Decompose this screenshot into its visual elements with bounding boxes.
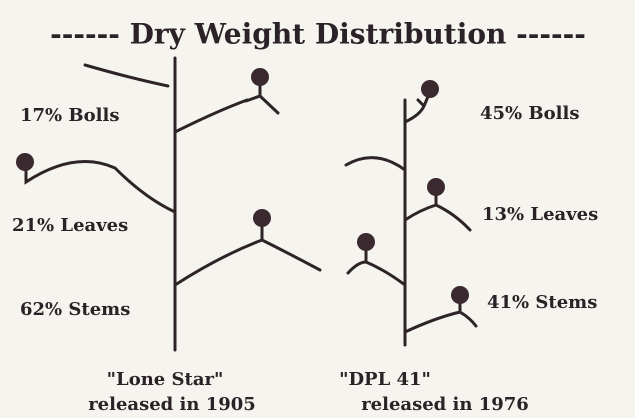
label: 13% Leaves	[482, 204, 598, 225]
boll	[251, 68, 269, 86]
label: 17% Bolls	[20, 105, 119, 126]
boll	[357, 233, 375, 251]
boll	[451, 286, 469, 304]
label: 41% Stems	[487, 292, 597, 313]
boll	[16, 153, 34, 171]
caption: released in 1905	[88, 394, 256, 415]
label: 62% Stems	[20, 299, 130, 320]
variety-name: "DPL 41"	[339, 369, 431, 390]
diagram: ------ Dry Weight Distribution ------ 17…	[0, 0, 635, 418]
label: 21% Leaves	[12, 215, 128, 236]
boll	[427, 178, 445, 196]
boll	[421, 80, 439, 98]
boll	[253, 209, 271, 227]
caption: released in 1976	[361, 394, 529, 415]
variety-name: "Lone Star"	[107, 369, 224, 390]
title: ------ Dry Weight Distribution ------	[50, 18, 586, 51]
label: 45% Bolls	[480, 103, 579, 124]
